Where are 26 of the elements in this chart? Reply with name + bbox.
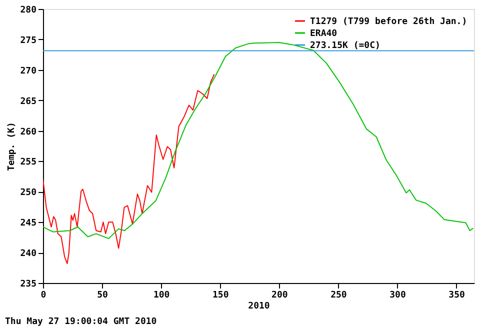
y-tick-label: 235 — [20, 280, 36, 290]
y-tick-label: 275 — [20, 36, 36, 46]
x-axis-title: 2010 — [248, 302, 270, 312]
y-tick-label: 245 — [20, 218, 36, 229]
x-tick-label: 350 — [448, 290, 465, 300]
y-tick-label: 265 — [20, 96, 36, 107]
legend-label: T1279 (T799 before 26th Jan.) — [310, 17, 468, 27]
x-tick-label: 150 — [212, 290, 229, 300]
x-tick-label: 250 — [330, 290, 347, 300]
y-tick-label: 240 — [20, 249, 36, 260]
x-tick-label: 0 — [40, 290, 46, 300]
y-tick-label: 270 — [20, 66, 36, 76]
x-tick-label: 200 — [272, 290, 288, 300]
y-tick-label: 260 — [20, 127, 36, 138]
x-tick-label: 300 — [390, 290, 406, 300]
y-tick-label: 250 — [20, 188, 36, 198]
y-tick-label: 255 — [20, 158, 36, 168]
x-tick-label: 50 — [97, 290, 108, 300]
y-tick-label: 280 — [20, 6, 36, 16]
line-series — [43, 74, 215, 264]
text: Thu May 27 19:00:04 GMT 2010 — [5, 317, 157, 327]
ref-line-label: 273.15K (=0C) — [310, 41, 380, 51]
line-series — [43, 42, 474, 240]
x-tick-label: 100 — [153, 290, 170, 300]
legend-label: ERA40 — [310, 29, 338, 39]
y-axis-title: Temp. (K) — [7, 122, 18, 171]
